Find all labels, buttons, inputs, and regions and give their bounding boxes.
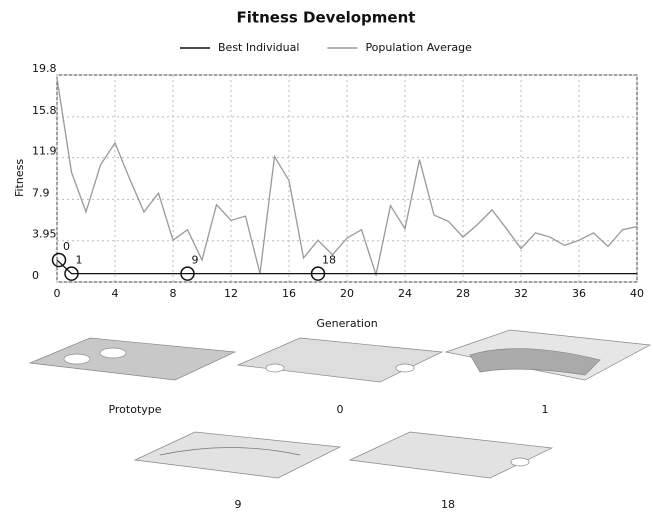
x-tick-label: 20 (340, 287, 354, 300)
hole (266, 364, 284, 372)
rendering-caption: 0 (337, 403, 344, 416)
x-tick-label: 28 (456, 287, 470, 300)
rendering-caption: Prototype (108, 403, 161, 416)
marker-label: 1 (76, 254, 83, 267)
x-tick-label: 0 (54, 287, 61, 300)
hole (100, 348, 126, 358)
legend-label: Best Individual (218, 41, 299, 54)
figure: Fitness Development Generation Fitness P… (0, 0, 653, 516)
y-tick-label: 7.9 (32, 186, 50, 199)
x-tick-label: 8 (170, 287, 177, 300)
marker-label: 18 (322, 254, 336, 267)
legend-label: Population Average (365, 41, 472, 54)
hole (64, 354, 90, 364)
plate (238, 338, 442, 382)
plate (135, 432, 340, 478)
rendering-caption: 9 (235, 498, 242, 511)
y-axis-label: Fitness (13, 159, 26, 197)
y-tick-label: 3.95 (32, 228, 57, 241)
rendering-caption: 1 (542, 403, 549, 416)
x-tick-label: 24 (398, 287, 412, 300)
marker-label: 9 (192, 254, 199, 267)
y-tick-label: 19.8 (32, 62, 57, 75)
y-tick-label: 0 (32, 269, 39, 282)
x-tick-label: 36 (572, 287, 586, 300)
plate (30, 338, 235, 380)
x-tick-label: 16 (282, 287, 296, 300)
x-axis-label: Generation (316, 317, 377, 330)
hole (396, 364, 414, 372)
x-tick-label: 12 (224, 287, 238, 300)
marker-circle (53, 254, 66, 267)
x-tick-label: 40 (630, 287, 644, 300)
chart-title: Fitness Development (237, 9, 416, 27)
hole (511, 458, 529, 466)
rendering-caption: 18 (441, 498, 455, 511)
y-tick-label: 15.8 (32, 104, 57, 117)
x-tick-label: 32 (514, 287, 528, 300)
y-tick-label: 11.9 (32, 145, 57, 158)
marker-label: 0 (63, 240, 70, 253)
x-tick-label: 4 (112, 287, 119, 300)
plate (350, 432, 552, 478)
